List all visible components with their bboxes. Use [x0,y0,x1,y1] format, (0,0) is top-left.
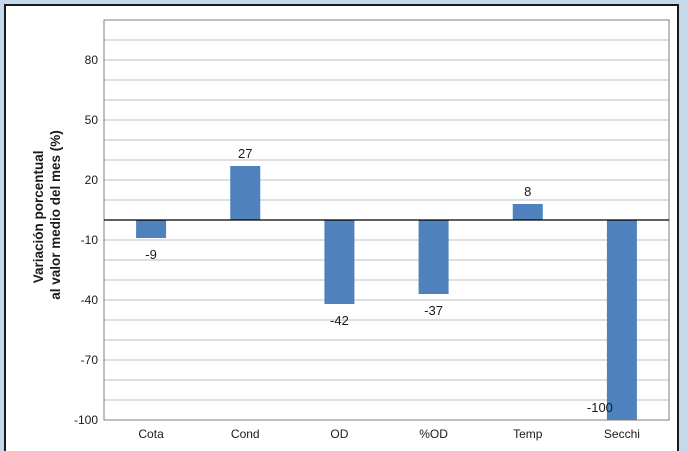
data-label: 27 [238,146,252,161]
x-tick-labels: Cota Cond OD %OD Temp Secchi [138,427,640,441]
bar-cond [230,166,261,220]
data-label: -37 [424,303,443,318]
chart-frame: 80 50 20 -10 -40 -70 -100 Cota Cond OD %OD Temp Sec… [4,4,679,451]
bars [136,166,637,420]
data-label: -100 [587,400,613,415]
y-tick-labels: 80 50 20 -10 -40 -70 -100 [74,53,98,427]
bar-chart: 80 50 20 -10 -40 -70 -100 Cota Cond OD %OD Temp Sec… [31,19,670,441]
y-tick-label: 20 [85,173,99,187]
x-tick-label: %OD [419,427,448,441]
bar-secchi [606,220,637,420]
data-labels: -9 27 -42 -37 8 -100 [145,146,613,415]
y-tick-label: 50 [85,113,99,127]
bar-cota [136,220,167,238]
data-label: -42 [330,313,349,328]
y-axis-label-line-1: Variación porcentual [31,150,46,283]
bar-od [418,220,449,294]
gridlines [104,39,669,401]
x-tick-label: OD [330,427,348,441]
y-tick-label: -10 [81,233,99,247]
y-tick-label: -40 [81,293,99,307]
y-axis-label: Variación porcentual al valor medio del … [31,130,63,300]
y-tick-label: -70 [81,353,99,367]
bar-temp [512,204,543,220]
x-tick-label: Temp [513,427,543,441]
data-label: -9 [145,247,157,262]
y-tick-label: 80 [85,53,99,67]
y-tick-label: -100 [74,413,98,427]
x-tick-label: Cota [138,427,164,441]
bar-od [324,220,355,304]
x-tick-label: Cond [231,427,260,441]
y-axis-label-line-2: al valor medio del mes (%) [48,130,63,300]
data-label: 8 [524,184,531,199]
x-tick-label: Secchi [604,427,640,441]
